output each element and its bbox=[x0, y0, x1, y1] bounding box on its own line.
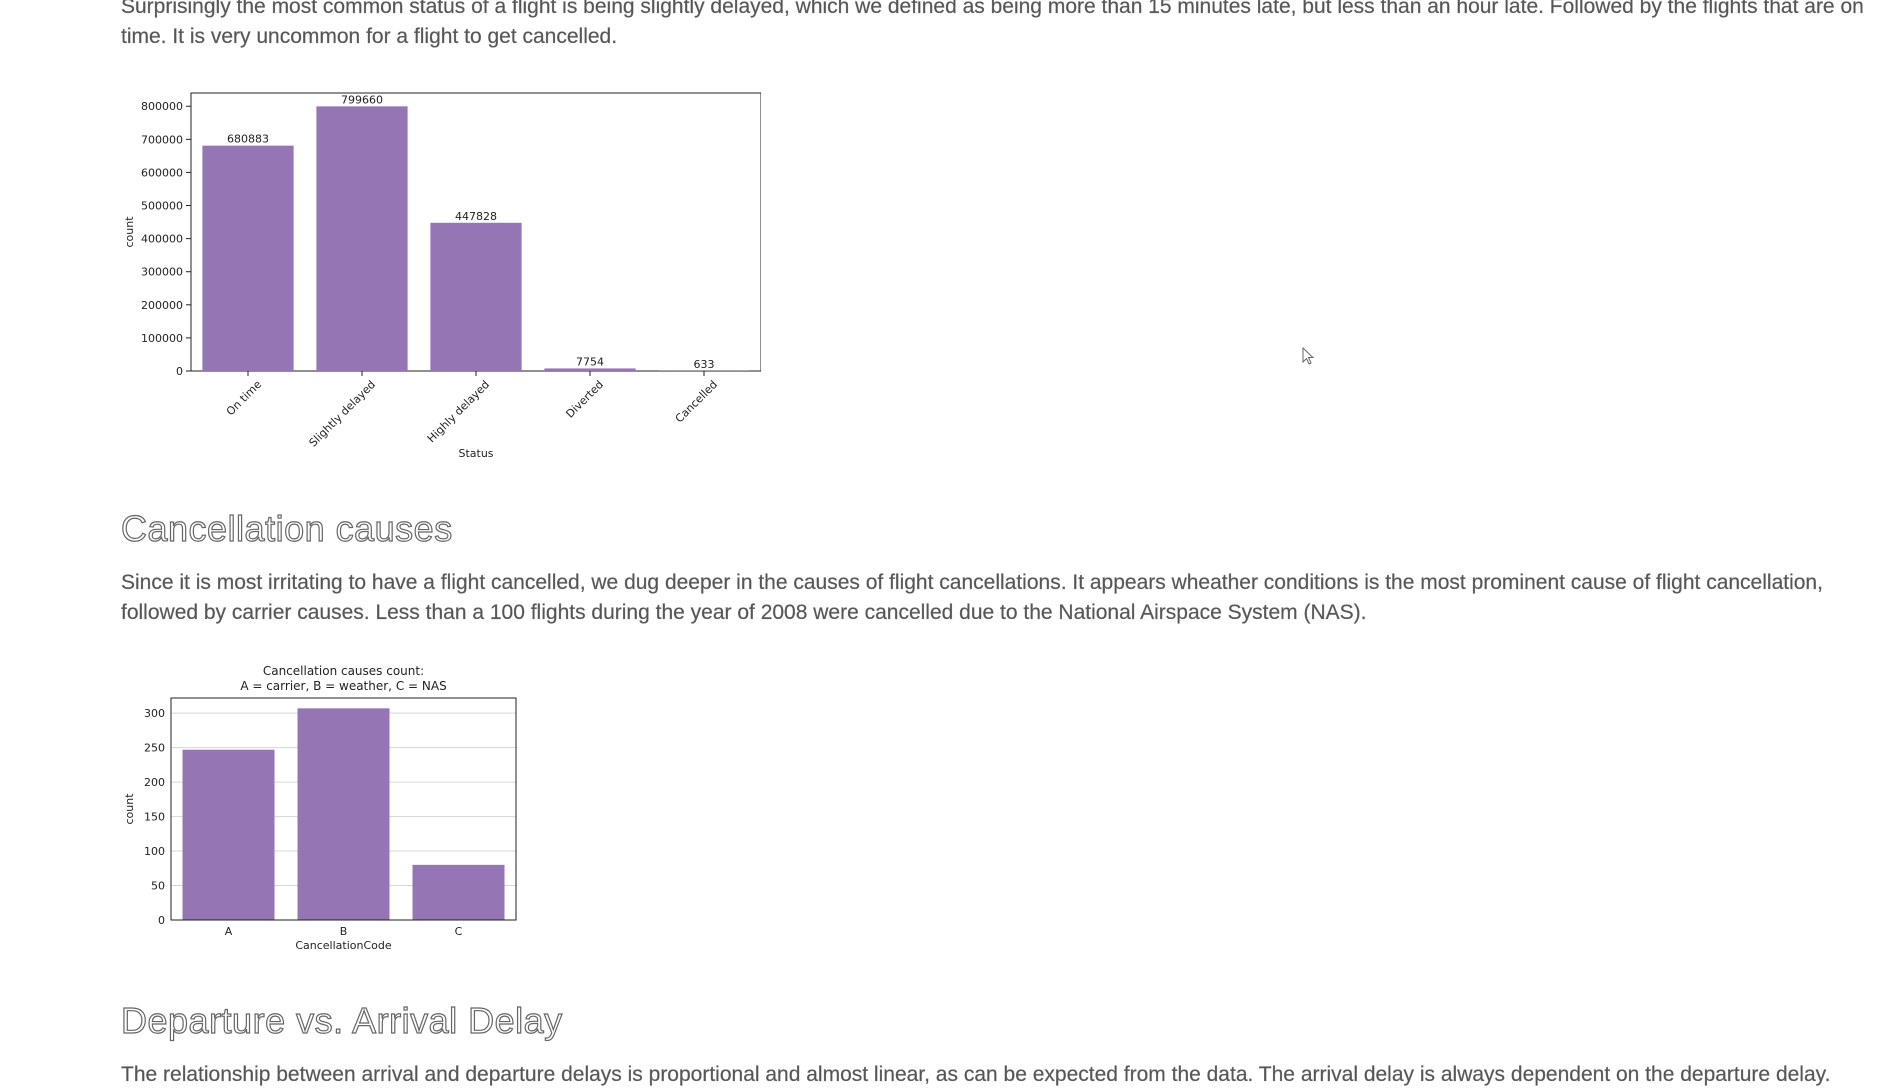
y-tick-label: 0 bbox=[158, 914, 165, 927]
y-tick-label: 0 bbox=[176, 365, 183, 378]
y-tick-label: 300000 bbox=[141, 266, 183, 279]
bar bbox=[202, 146, 293, 371]
x-tick-label: Cancelled bbox=[673, 378, 720, 425]
status-paragraph: Surprisingly the most common status of a… bbox=[121, 0, 1866, 52]
x-tick-label: Highly delayed bbox=[425, 378, 492, 445]
bar bbox=[430, 223, 521, 371]
y-tick-label: 100 bbox=[144, 845, 165, 858]
cancellation-heading: Cancellation causes bbox=[121, 508, 453, 550]
x-tick-label: B bbox=[340, 925, 348, 938]
y-tick-label: 700000 bbox=[141, 133, 183, 146]
bar bbox=[316, 106, 407, 371]
y-tick-label: 150 bbox=[144, 811, 165, 824]
bar bbox=[544, 368, 635, 371]
y-tick-label: 400000 bbox=[141, 233, 183, 246]
x-tick-label: C bbox=[455, 925, 463, 938]
bar bbox=[183, 750, 275, 920]
x-axis-label: Status bbox=[458, 447, 493, 460]
y-tick-label: 100000 bbox=[141, 332, 183, 345]
y-tick-label: 200 bbox=[144, 776, 165, 789]
y-tick-label: 250 bbox=[144, 742, 165, 755]
status-chart: 0 100000 200000 300000 400000 500000 600000 700… bbox=[121, 85, 761, 465]
y-axis-label: count bbox=[123, 793, 136, 825]
data-label: 7754 bbox=[576, 355, 604, 368]
departure-paragraph: The relationship between arrival and dep… bbox=[121, 1060, 1866, 1090]
y-tick-label: 50 bbox=[151, 880, 165, 893]
x-tick-label: Diverted bbox=[563, 378, 606, 421]
cancellation-chart: Cancellation causes count:A = carrier, B… bbox=[121, 662, 541, 952]
chart-title: Cancellation causes count: bbox=[263, 664, 424, 678]
x-tick-label: On time bbox=[224, 378, 264, 418]
data-label: 447828 bbox=[455, 210, 497, 223]
y-tick-label: 600000 bbox=[141, 166, 183, 179]
chart-subtitle: A = carrier, B = weather, C = NAS bbox=[240, 679, 446, 693]
departure-heading: Departure vs. Arrival Delay bbox=[121, 1000, 563, 1042]
y-tick-label: 300 bbox=[144, 707, 165, 720]
cancellation-paragraph: Since it is most irritating to have a fl… bbox=[121, 568, 1866, 628]
y-axis-label: count bbox=[123, 216, 136, 248]
y-tick-label: 200000 bbox=[141, 299, 183, 312]
y-tick-label: 500000 bbox=[141, 200, 183, 213]
x-tick-label: Slightly delayed bbox=[307, 378, 379, 450]
status-chart-svg: 0 100000 200000 300000 400000 500000 600000 700… bbox=[121, 85, 761, 465]
data-label: 680883 bbox=[227, 133, 269, 146]
bar bbox=[413, 865, 505, 920]
mouse-pointer-icon bbox=[1302, 347, 1316, 372]
data-label: 633 bbox=[694, 358, 715, 371]
bar bbox=[298, 708, 390, 920]
x-axis-label: CancellationCode bbox=[295, 939, 392, 952]
y-tick-label: 800000 bbox=[141, 100, 183, 113]
data-label: 799660 bbox=[341, 93, 383, 106]
cancellation-chart-svg: Cancellation causes count:A = carrier, B… bbox=[121, 662, 541, 952]
x-tick-label: A bbox=[225, 925, 233, 938]
